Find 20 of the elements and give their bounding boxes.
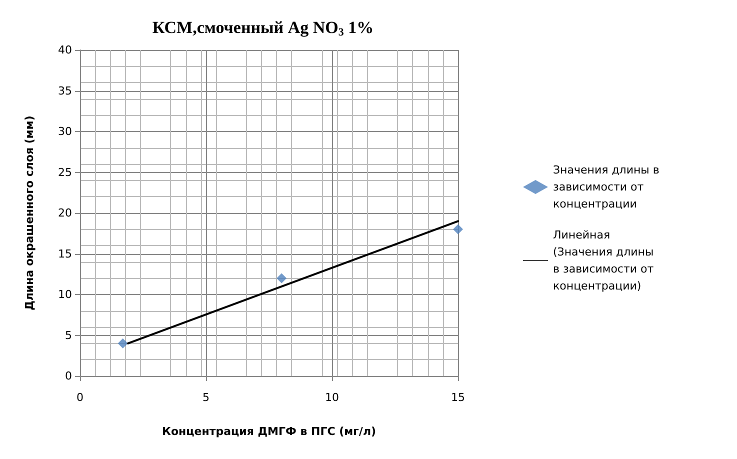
x-axis-title: Концентрация ДМГФ в ПГС (мг/л) — [162, 425, 376, 438]
x-tick-label: 10 — [325, 391, 339, 404]
y-tick-label: 35 — [58, 84, 72, 98]
point — [276, 273, 287, 284]
y-tick-label: 15 — [58, 247, 72, 260]
point — [118, 338, 128, 348]
y-tick-label: 25 — [58, 166, 72, 179]
y-tick-label: 0 — [65, 370, 72, 382]
y-tick-label: 30 — [58, 125, 72, 138]
point — [453, 224, 463, 234]
legend-label: Значения длины в зависимости от концентрации — [553, 164, 663, 210]
y-axis-title: Длина окрашенного слоя (мм) — [23, 116, 36, 310]
y-tick-label: 40 — [58, 44, 72, 56]
x-tick-label: 5 — [202, 391, 210, 404]
x-tick-label: 15 — [451, 391, 465, 404]
y-tick-label: 20 — [58, 206, 72, 220]
y-tick-label: 5 — [65, 328, 72, 342]
legend-label: Линейная (Значения длины в зависимости от концентрации) — [553, 228, 658, 292]
y-tick-label: 10 — [58, 288, 72, 301]
x-tick-label: 0 — [76, 391, 84, 404]
